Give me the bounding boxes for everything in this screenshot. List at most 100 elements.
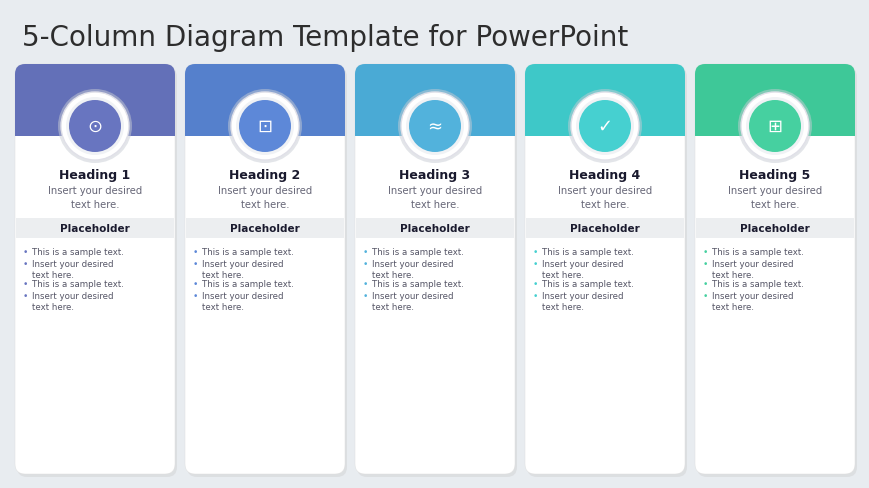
Text: Insert your desired
text here.: Insert your desired text here. — [48, 185, 142, 209]
Bar — [524, 127, 684, 137]
Text: •: • — [23, 247, 29, 257]
Text: Insert your desired
text here.: Insert your desired text here. — [372, 260, 453, 280]
Bar — [186, 219, 343, 239]
Text: •: • — [533, 247, 538, 257]
Text: Insert your desired
text here.: Insert your desired text here. — [202, 291, 283, 312]
FancyBboxPatch shape — [187, 68, 347, 477]
Circle shape — [239, 101, 290, 153]
Text: Heading 3: Heading 3 — [399, 168, 470, 181]
Text: Placeholder: Placeholder — [230, 224, 300, 234]
Circle shape — [69, 101, 121, 153]
FancyBboxPatch shape — [696, 68, 856, 477]
Circle shape — [66, 98, 124, 156]
Text: Heading 4: Heading 4 — [568, 168, 640, 181]
Circle shape — [231, 93, 299, 161]
Text: •: • — [23, 260, 29, 268]
FancyBboxPatch shape — [15, 65, 175, 474]
FancyBboxPatch shape — [17, 68, 176, 477]
Text: •: • — [533, 280, 538, 288]
Text: Insert your desired
text here.: Insert your desired text here. — [372, 291, 453, 312]
FancyBboxPatch shape — [524, 65, 684, 137]
Text: •: • — [362, 247, 368, 257]
Circle shape — [401, 93, 468, 161]
Text: 5-Column Diagram Template for PowerPoint: 5-Column Diagram Template for PowerPoint — [22, 24, 627, 52]
Circle shape — [745, 98, 803, 156]
Text: ✓: ✓ — [597, 118, 612, 136]
Text: •: • — [533, 291, 538, 301]
Text: This is a sample text.: This is a sample text. — [541, 280, 634, 288]
Text: This is a sample text.: This is a sample text. — [711, 280, 803, 288]
Circle shape — [575, 98, 634, 156]
FancyBboxPatch shape — [356, 68, 516, 477]
Text: This is a sample text.: This is a sample text. — [541, 247, 634, 257]
Text: ⊞: ⊞ — [766, 118, 781, 136]
Circle shape — [567, 90, 641, 163]
Text: •: • — [702, 260, 707, 268]
Text: Insert your desired
text here.: Insert your desired text here. — [32, 260, 113, 280]
Bar — [526, 219, 683, 239]
Text: ⊡: ⊡ — [257, 118, 272, 136]
Text: •: • — [193, 247, 198, 257]
Text: •: • — [23, 291, 29, 301]
FancyBboxPatch shape — [524, 65, 684, 474]
Text: •: • — [362, 280, 368, 288]
Circle shape — [61, 93, 129, 161]
Text: Heading 5: Heading 5 — [739, 168, 810, 181]
Text: Placeholder: Placeholder — [740, 224, 809, 234]
Text: This is a sample text.: This is a sample text. — [372, 280, 463, 288]
Text: This is a sample text.: This is a sample text. — [202, 280, 294, 288]
FancyBboxPatch shape — [185, 65, 345, 474]
FancyBboxPatch shape — [185, 65, 345, 137]
Text: •: • — [193, 280, 198, 288]
Circle shape — [570, 93, 638, 161]
Text: Insert your desired
text here.: Insert your desired text here. — [557, 185, 652, 209]
FancyBboxPatch shape — [527, 68, 687, 477]
Text: Insert your desired
text here.: Insert your desired text here. — [541, 260, 623, 280]
Circle shape — [235, 98, 294, 156]
Text: This is a sample text.: This is a sample text. — [372, 247, 463, 257]
FancyBboxPatch shape — [355, 65, 514, 137]
Circle shape — [397, 90, 472, 163]
Circle shape — [408, 101, 461, 153]
FancyBboxPatch shape — [694, 65, 854, 474]
Text: Insert your desired
text here.: Insert your desired text here. — [202, 260, 283, 280]
Circle shape — [740, 93, 808, 161]
Text: Placeholder: Placeholder — [60, 224, 129, 234]
Text: •: • — [23, 280, 29, 288]
Text: •: • — [702, 280, 707, 288]
Circle shape — [579, 101, 630, 153]
Text: Insert your desired
text here.: Insert your desired text here. — [711, 291, 793, 312]
Text: •: • — [362, 260, 368, 268]
Text: This is a sample text.: This is a sample text. — [202, 247, 294, 257]
Circle shape — [406, 98, 463, 156]
FancyBboxPatch shape — [694, 65, 854, 137]
Text: This is a sample text.: This is a sample text. — [711, 247, 803, 257]
FancyBboxPatch shape — [15, 65, 175, 137]
Text: Placeholder: Placeholder — [400, 224, 469, 234]
Text: •: • — [193, 291, 198, 301]
Text: •: • — [362, 291, 368, 301]
Text: •: • — [193, 260, 198, 268]
Circle shape — [748, 101, 800, 153]
Circle shape — [737, 90, 811, 163]
Text: Insert your desired
text here.: Insert your desired text here. — [217, 185, 312, 209]
FancyBboxPatch shape — [355, 65, 514, 474]
Text: Heading 1: Heading 1 — [59, 168, 130, 181]
Text: •: • — [533, 260, 538, 268]
Bar — [15, 127, 175, 137]
Bar — [694, 127, 854, 137]
Bar — [695, 219, 853, 239]
Text: Insert your desired
text here.: Insert your desired text here. — [541, 291, 623, 312]
Circle shape — [228, 90, 302, 163]
Text: Insert your desired
text here.: Insert your desired text here. — [388, 185, 481, 209]
Bar — [185, 127, 345, 137]
Text: •: • — [702, 291, 707, 301]
Text: ≈: ≈ — [427, 118, 442, 136]
Bar — [355, 127, 514, 137]
Text: This is a sample text.: This is a sample text. — [32, 280, 123, 288]
Text: This is a sample text.: This is a sample text. — [32, 247, 123, 257]
Bar — [355, 219, 514, 239]
Text: •: • — [702, 247, 707, 257]
Text: Insert your desired
text here.: Insert your desired text here. — [32, 291, 113, 312]
Text: Insert your desired
text here.: Insert your desired text here. — [727, 185, 821, 209]
